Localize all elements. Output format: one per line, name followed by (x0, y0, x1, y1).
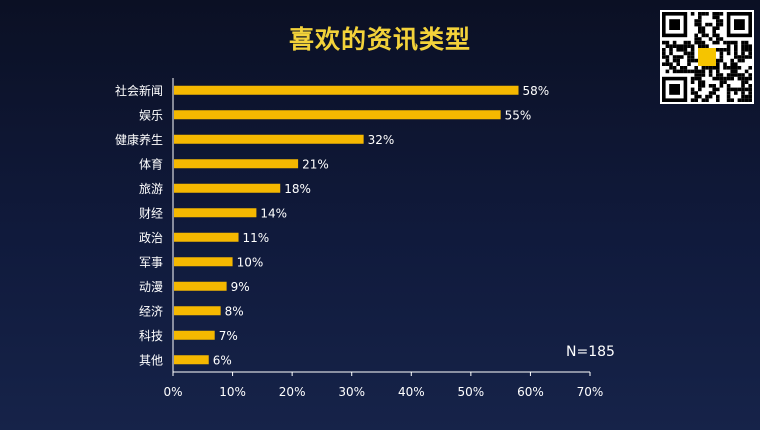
bar (174, 257, 233, 267)
bar (174, 85, 519, 95)
bar (174, 183, 281, 193)
x-tick-label: 20% (279, 385, 306, 399)
value-label: 32% (368, 133, 395, 147)
chart-title: 喜欢的资讯类型 (288, 25, 471, 54)
bar (174, 330, 215, 340)
category-label: 体育 (139, 156, 163, 171)
bar (174, 306, 221, 316)
value-label: 14% (260, 206, 287, 220)
x-tick-label: 70% (577, 385, 604, 399)
category-label: 财经 (139, 206, 163, 220)
x-tick-label: 30% (338, 385, 365, 399)
category-label: 健康养生 (115, 132, 163, 147)
value-label: 8% (225, 304, 244, 318)
bar (174, 355, 209, 365)
value-label: 18% (284, 182, 311, 196)
bar (174, 281, 227, 291)
category-label: 动漫 (139, 280, 163, 294)
value-label: 7% (219, 329, 238, 343)
value-label: 21% (302, 157, 329, 171)
value-label: 58% (523, 84, 550, 98)
bar (174, 134, 364, 144)
x-tick-label: 0% (163, 385, 182, 399)
value-label: 6% (213, 353, 232, 367)
qr-code-image (660, 10, 754, 104)
category-label: 政治 (139, 231, 163, 245)
value-label: 9% (231, 280, 250, 294)
bar (174, 232, 239, 242)
value-label: 10% (237, 255, 264, 269)
bar (174, 159, 299, 169)
category-label: 军事 (139, 255, 163, 269)
qr-code-icon (662, 12, 752, 102)
value-label: 11% (243, 231, 270, 245)
category-label: 经济 (139, 303, 163, 318)
x-tick-label: 60% (517, 385, 544, 399)
category-label: 其他 (139, 353, 163, 367)
category-label: 科技 (139, 329, 163, 343)
category-label: 娱乐 (139, 108, 163, 122)
category-label: 旅游 (139, 182, 163, 196)
x-tick-label: 50% (458, 385, 485, 399)
x-tick-label: 10% (219, 385, 246, 399)
bar (174, 110, 501, 120)
x-tick-label: 40% (398, 385, 425, 399)
value-label: 55% (505, 108, 532, 122)
category-label: 社会新闻 (115, 83, 163, 98)
sample-size-note: N=185 (566, 344, 615, 360)
bar (174, 208, 257, 218)
